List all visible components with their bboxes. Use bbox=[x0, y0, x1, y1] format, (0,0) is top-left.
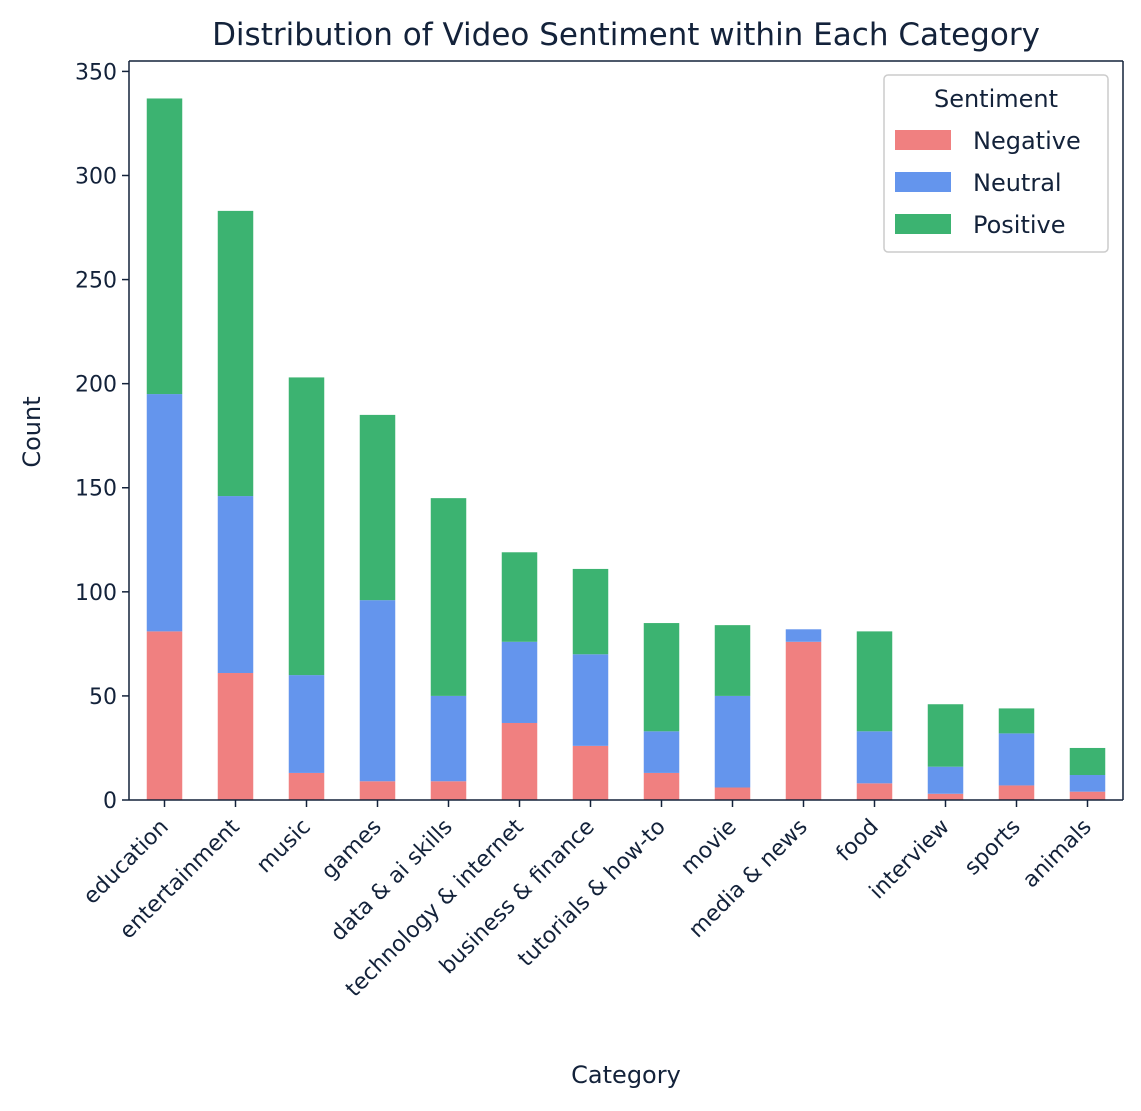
x-tick-label: data & ai skills bbox=[326, 815, 458, 947]
bar-neutral-6 bbox=[572, 654, 609, 746]
bar-negative-10 bbox=[856, 783, 893, 800]
legend-title: Sentiment bbox=[934, 85, 1058, 113]
bar-neutral-7 bbox=[643, 731, 680, 773]
bar-negative-0 bbox=[146, 631, 183, 800]
y-axis-label: Count bbox=[18, 396, 46, 467]
bar-negative-4 bbox=[430, 781, 467, 800]
bar-positive-11 bbox=[927, 704, 964, 767]
bar-neutral-13 bbox=[1069, 775, 1106, 792]
bar-negative-8 bbox=[714, 787, 751, 800]
bar-negative-12 bbox=[998, 785, 1035, 800]
y-tick-label: 50 bbox=[89, 685, 117, 710]
legend-label-neutral: Neutral bbox=[973, 169, 1062, 197]
bar-positive-5 bbox=[501, 552, 538, 642]
x-tick-label: sports bbox=[960, 815, 1026, 881]
y-tick-label: 250 bbox=[75, 269, 117, 294]
bar-neutral-3 bbox=[359, 600, 396, 782]
legend-swatch-negative bbox=[895, 130, 951, 150]
y-tick-label: 350 bbox=[75, 60, 117, 85]
bar-positive-10 bbox=[856, 631, 893, 732]
bar-positive-8 bbox=[714, 625, 751, 696]
bar-positive-1 bbox=[217, 210, 254, 497]
bar-negative-11 bbox=[927, 793, 964, 800]
bar-negative-5 bbox=[501, 722, 538, 800]
bar-neutral-0 bbox=[146, 394, 183, 632]
y-ticks: 0 50 100 150 200 250 300 350 bbox=[75, 60, 129, 814]
bar-neutral-1 bbox=[217, 496, 254, 674]
bar-negative-2 bbox=[288, 772, 325, 800]
bar-neutral-5 bbox=[501, 641, 538, 723]
bar-negative-1 bbox=[217, 673, 254, 800]
bar-positive-4 bbox=[430, 498, 467, 696]
legend-label-negative: Negative bbox=[973, 127, 1081, 155]
bar-positive-12 bbox=[998, 708, 1035, 734]
bars-layer bbox=[146, 98, 1106, 800]
bar-positive-6 bbox=[572, 568, 609, 655]
x-tick-label: movie bbox=[676, 815, 741, 880]
bar-negative-3 bbox=[359, 781, 396, 800]
legend-items: Negative Neutral Positive bbox=[895, 127, 1081, 239]
bar-positive-3 bbox=[359, 414, 396, 601]
x-tick-label: entertainment bbox=[115, 814, 245, 944]
bar-negative-9 bbox=[785, 641, 822, 800]
x-axis-label: Category bbox=[571, 1061, 681, 1089]
bar-neutral-2 bbox=[288, 675, 325, 773]
bar-neutral-10 bbox=[856, 731, 893, 784]
bar-neutral-4 bbox=[430, 695, 467, 782]
bar-positive-13 bbox=[1069, 747, 1106, 776]
bar-negative-13 bbox=[1069, 791, 1106, 800]
x-tick-label: music bbox=[252, 815, 316, 879]
x-tick-label: food bbox=[832, 815, 884, 867]
bar-negative-7 bbox=[643, 772, 680, 800]
bar-positive-7 bbox=[643, 623, 680, 732]
chart-title: Distribution of Video Sentiment within E… bbox=[212, 17, 1040, 53]
y-tick-label: 0 bbox=[103, 789, 117, 814]
bar-positive-0 bbox=[146, 98, 183, 395]
legend-swatch-neutral bbox=[895, 172, 951, 192]
y-tick-label: 100 bbox=[75, 581, 117, 606]
x-tick-label: games bbox=[317, 815, 387, 885]
legend: Sentiment Negative Neutral Positive bbox=[883, 74, 1109, 253]
bar-negative-6 bbox=[572, 745, 609, 800]
legend-frame bbox=[883, 74, 1109, 253]
legend-label-positive: Positive bbox=[973, 211, 1066, 239]
bar-neutral-12 bbox=[998, 733, 1035, 786]
legend-swatch-positive bbox=[895, 214, 951, 234]
x-tick-label: animals bbox=[1018, 815, 1097, 894]
bar-positive-2 bbox=[288, 377, 325, 676]
bar-neutral-9 bbox=[785, 629, 822, 642]
bar-neutral-11 bbox=[927, 766, 964, 794]
y-tick-label: 150 bbox=[75, 477, 117, 502]
y-tick-label: 300 bbox=[75, 164, 117, 189]
y-tick-label: 200 bbox=[75, 373, 117, 398]
bar-neutral-8 bbox=[714, 695, 751, 788]
axes-layer bbox=[128, 60, 1124, 801]
